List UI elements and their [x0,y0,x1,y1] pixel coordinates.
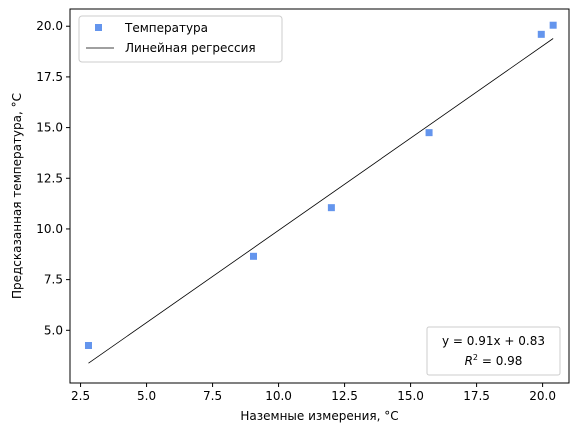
y-tick-label: 17.5 [36,70,63,84]
plot-frame [69,8,570,384]
annotation-box [426,326,561,376]
legend-box [78,15,283,63]
x-tick-label: 12.5 [331,389,358,403]
data-point [537,30,545,38]
y-tick-label: 12.5 [36,171,63,185]
y-tick-label: 10.0 [36,222,63,236]
x-tick-label: 10.0 [265,389,292,403]
r-squared-label: R2 = 0.98 [465,353,523,368]
data-point [249,252,257,260]
regression-annotation: y = 0.91x + 0.83 R2 = 0.98 [426,326,561,376]
y-tick-label: 5.0 [44,323,63,337]
x-tick-label: 5.0 [137,389,156,403]
data-point [425,129,433,137]
legend-marker-temperature [95,24,102,31]
y-tick-label: 20.0 [36,19,63,33]
x-tick-label: 2.5 [71,389,90,403]
data-point [327,204,335,212]
regression-line [88,38,554,364]
data-point [84,341,92,349]
legend: Температура Линейная регрессия [78,15,283,63]
x-tick-label: 15.0 [397,389,424,403]
data-point [549,21,557,29]
x-tick-label: 17.5 [463,389,490,403]
x-tick-label: 20.0 [529,389,556,403]
y-axis-label: Предсказанная температура, °C [10,93,24,299]
y-tick-label: 15.0 [36,121,63,135]
x-tick-label: 7.5 [203,389,222,403]
regression-equation: y = 0.91x + 0.83 [442,334,545,348]
legend-label-temperature: Температура [124,21,208,35]
y-tick-label: 7.5 [44,273,63,287]
legend-label-regression: Линейная регрессия [125,41,256,55]
x-axis-label: Наземные измерения, °C [240,409,398,423]
